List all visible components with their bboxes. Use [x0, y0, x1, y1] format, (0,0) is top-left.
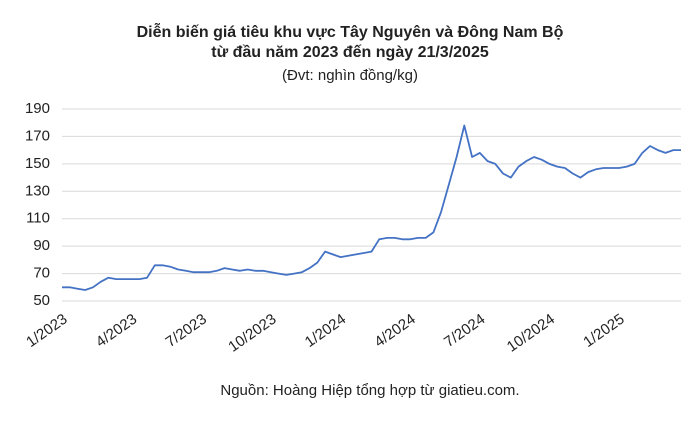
x-tick-label: 4/2024 [371, 311, 418, 351]
y-tick-label: 70 [33, 265, 50, 282]
x-tick-label: 10/2023 [225, 311, 279, 356]
chart-title: Diễn biến giá tiêu khu vực Tây Nguyên và… [137, 22, 564, 41]
x-tick-label: 4/2023 [93, 311, 140, 351]
x-tick-label: 7/2024 [441, 311, 488, 351]
x-tick-label: 1/2023 [23, 311, 70, 351]
unit-note: (Đvt: nghìn đồng/kg) [282, 67, 418, 84]
y-tick-label: 110 [26, 210, 50, 227]
x-tick-label: 1/2024 [302, 311, 349, 351]
x-tick-label: 1/2025 [580, 311, 627, 351]
y-tick-label: 190 [25, 100, 50, 117]
chart-title: từ đầu năm 2023 đến ngày 21/3/2025 [211, 44, 489, 61]
x-tick-label: 7/2023 [163, 311, 210, 351]
source-note: Nguồn: Hoàng Hiệp tổng hợp từ giatieu.co… [220, 382, 519, 399]
price-line [62, 124, 681, 291]
y-tick-label: 50 [33, 292, 50, 309]
y-tick-label: 150 [25, 155, 50, 172]
y-tick-label: 170 [25, 127, 50, 144]
x-tick-label: 10/2024 [504, 311, 558, 356]
y-tick-label: 130 [25, 182, 50, 199]
y-tick-label: 90 [33, 237, 50, 254]
